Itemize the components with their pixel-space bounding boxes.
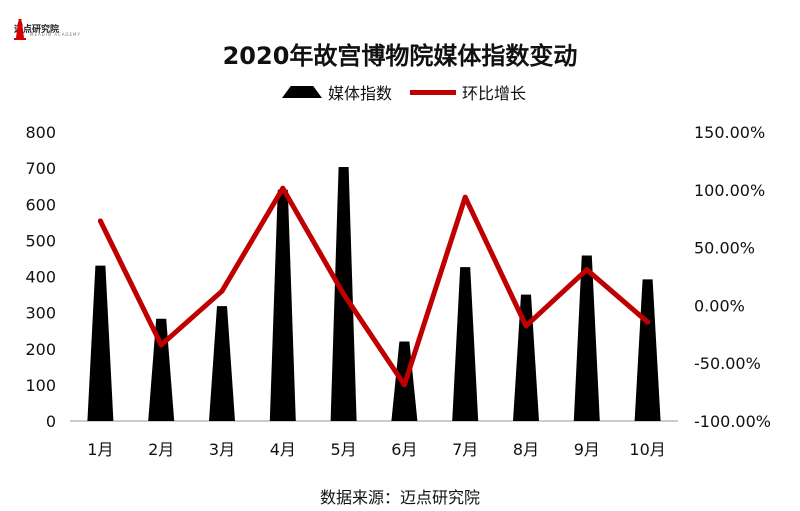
bar-2月 [148, 318, 175, 421]
chart-title: 2020年故宫博物院媒体指数变动 [222, 42, 578, 70]
bar-10月 [634, 279, 661, 421]
y-right-tick-label: 50.00% [694, 239, 755, 258]
legend-item-line: 环比增长 [410, 80, 526, 104]
y-left-tick-label: 700 [25, 159, 56, 178]
x-tick-label: 10月 [629, 440, 665, 459]
y-left-tick-label: 100 [25, 376, 56, 395]
y-left-tick-label: 300 [25, 304, 56, 323]
y-left-tick-label: 600 [25, 195, 56, 214]
bar-1月 [87, 265, 114, 421]
y-left-tick-label: 200 [25, 340, 56, 359]
growth-point-4月 [280, 185, 286, 191]
legend-bar-swatch [282, 86, 322, 98]
x-tick-label: 3月 [209, 440, 235, 459]
y-right-tick-label: 150.00% [694, 123, 765, 142]
y-right-tick-label: 100.00% [694, 181, 765, 200]
x-tick-label: 8月 [513, 440, 539, 459]
x-tick-label: 1月 [87, 440, 113, 459]
x-tick-label: 9月 [574, 440, 600, 459]
logo-text: 迈点研究院 [14, 25, 60, 35]
logo-subtitle: MEADIN ACADEMY [30, 32, 81, 37]
data-source: 数据来源：迈点研究院 [319, 488, 480, 507]
y-left-tick-label: 400 [25, 268, 56, 287]
legend-line-label: 环比增长 [462, 84, 527, 103]
y-right-tick-label: -100.00% [694, 412, 771, 431]
legend-item-bar: 媒体指数 [282, 80, 392, 104]
bar-9月 [573, 255, 600, 421]
legend-bar-label: 媒体指数 [328, 84, 393, 103]
x-tick-label: 5月 [331, 440, 357, 459]
y-right-tick-label: -50.00% [694, 354, 761, 373]
growth-point-6月 [401, 382, 407, 388]
growth-point-2月 [158, 342, 164, 348]
y-right-tick-label: 0.00% [694, 296, 745, 315]
chart-legend: 媒体指数 环比增长 [282, 80, 544, 104]
growth-point-9月 [584, 267, 590, 273]
growth-line [97, 185, 651, 388]
x-tick-label: 4月 [270, 440, 296, 459]
x-tick-label: 2月 [148, 440, 174, 459]
growth-point-3月 [219, 288, 225, 294]
brand-logo: 迈点研究院 [12, 18, 60, 40]
legend-line-swatch [410, 89, 457, 95]
growth-point-10月 [645, 319, 651, 325]
bar-4月 [269, 189, 296, 421]
bar-7月 [452, 267, 479, 421]
growth-point-5月 [341, 291, 347, 297]
growth-point-7月 [462, 194, 468, 200]
y-left-tick-label: 0 [46, 412, 56, 431]
lighthouse-icon [14, 19, 26, 40]
x-tick-label: 6月 [391, 440, 417, 459]
y-left-tick-label: 800 [25, 123, 56, 142]
bar-3月 [209, 306, 235, 421]
bar-8月 [513, 294, 539, 421]
y-left-tick-label: 500 [25, 231, 56, 250]
x-tick-label: 7月 [452, 440, 478, 459]
growth-point-1月 [97, 218, 103, 224]
growth-point-8月 [523, 323, 529, 329]
